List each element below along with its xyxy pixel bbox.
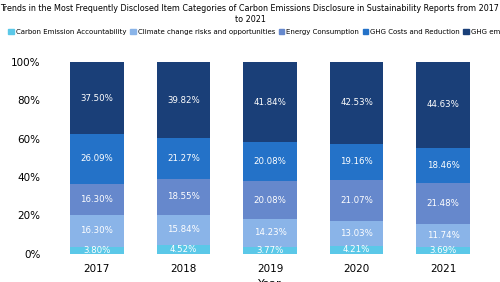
Text: 21.48%: 21.48% xyxy=(426,199,460,208)
Text: 21.07%: 21.07% xyxy=(340,196,373,205)
Bar xyxy=(330,180,384,221)
Text: 18.55%: 18.55% xyxy=(167,193,200,201)
Bar xyxy=(330,246,384,254)
Text: 16.30%: 16.30% xyxy=(80,195,114,204)
Text: 15.84%: 15.84% xyxy=(167,225,200,234)
Text: 37.50%: 37.50% xyxy=(80,94,114,103)
Text: Trends in the Most Frequently Disclosed Item Categories of Carbon Emissions Disc: Trends in the Most Frequently Disclosed … xyxy=(0,4,500,24)
Text: 3.77%: 3.77% xyxy=(256,246,283,255)
Bar xyxy=(70,215,124,246)
Bar xyxy=(243,142,297,181)
Bar xyxy=(156,138,210,179)
Bar xyxy=(416,247,470,254)
Text: 3.80%: 3.80% xyxy=(83,246,110,255)
Text: 42.53%: 42.53% xyxy=(340,98,373,107)
Text: 4.52%: 4.52% xyxy=(170,245,197,254)
Bar xyxy=(243,219,297,246)
Bar xyxy=(330,62,384,144)
Text: 39.82%: 39.82% xyxy=(167,96,200,105)
Bar xyxy=(156,215,210,245)
Bar xyxy=(330,144,384,180)
Text: 20.08%: 20.08% xyxy=(254,157,286,166)
Text: 41.84%: 41.84% xyxy=(254,98,286,107)
Bar xyxy=(330,221,384,246)
Text: 4.21%: 4.21% xyxy=(343,245,370,254)
Text: 16.30%: 16.30% xyxy=(80,226,114,235)
Bar xyxy=(243,181,297,219)
Text: 14.23%: 14.23% xyxy=(254,228,286,237)
Bar xyxy=(416,224,470,247)
Bar xyxy=(416,147,470,183)
Text: 44.63%: 44.63% xyxy=(426,100,460,109)
Bar xyxy=(243,246,297,254)
Bar xyxy=(416,183,470,224)
Bar xyxy=(70,184,124,215)
Legend: Carbon Emission Accountability, Climate change risks and opportunities, Energy C: Carbon Emission Accountability, Climate … xyxy=(8,29,500,35)
X-axis label: Year: Year xyxy=(258,279,282,282)
Bar xyxy=(70,246,124,254)
Bar xyxy=(70,62,124,134)
Text: 20.08%: 20.08% xyxy=(254,195,286,204)
Text: 26.09%: 26.09% xyxy=(80,155,113,164)
Bar xyxy=(243,62,297,142)
Bar xyxy=(70,134,124,184)
Bar xyxy=(156,179,210,215)
Bar xyxy=(156,245,210,254)
Bar xyxy=(156,62,210,138)
Text: 18.46%: 18.46% xyxy=(426,161,460,170)
Text: 19.16%: 19.16% xyxy=(340,157,373,166)
Text: 3.69%: 3.69% xyxy=(430,246,457,255)
Text: 11.74%: 11.74% xyxy=(426,231,460,240)
Bar xyxy=(416,62,470,147)
Text: 21.27%: 21.27% xyxy=(167,154,200,163)
Text: 13.03%: 13.03% xyxy=(340,229,373,238)
